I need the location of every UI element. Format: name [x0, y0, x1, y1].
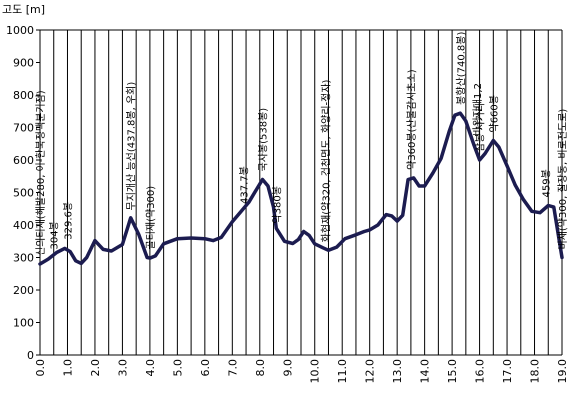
peak-label: 459봉: [541, 169, 553, 197]
y-tick-label: 700: [13, 122, 34, 135]
x-tick-label: 2.0: [89, 359, 102, 377]
x-axis-tick-labels: 0.0 1.0 2.0 3.0 4.0 5.0 6.0 7.0 8.0 9.0 10.0 11.0 12…: [34, 359, 569, 384]
x-tick-label: 5.0: [171, 359, 184, 377]
x-tick-label: 17.0: [501, 359, 514, 384]
peak-label: 329.6봉: [62, 202, 74, 240]
x-tick-label: 18.0: [529, 359, 542, 384]
y-tick-label: 600: [13, 154, 34, 167]
peak-label: 약380봉: [271, 186, 283, 224]
elevation-series: [38, 111, 564, 266]
peak-label: 304봉: [49, 221, 61, 249]
y-tick-label: 900: [13, 57, 34, 70]
y-tick-label: 1000: [6, 24, 34, 37]
elevation-line: [38, 111, 564, 266]
peak-label: 비채(약300, 잘장동, 비로전도로): [557, 109, 569, 250]
y-axis-tick-labels: 0 100 200 300 400 500 600 700 800 900 1000: [6, 24, 40, 362]
x-tick-label: 7.0: [226, 359, 239, 377]
x-tick-label: 12.0: [364, 359, 377, 384]
y-tick-label: 400: [13, 219, 34, 232]
y-tick-label: 0: [27, 349, 34, 362]
peak-label: 화현재(약320, 건천면도, 화양리-정자): [321, 79, 333, 242]
peak-label: 신의티재(해발280, 이-한북정맥분기점): [34, 90, 47, 256]
x-tick-label: 14.0: [419, 359, 432, 384]
y-tick-label: 500: [13, 187, 34, 200]
y-tick-label: 300: [13, 252, 34, 265]
peak-annotations: 신의티재(해발280, 이-한북정맥분기점) 304봉 329.6봉 무지개산 능선(…: [34, 32, 569, 256]
x-tick-label: 19.0: [556, 359, 569, 384]
y-tick-label: 800: [13, 89, 34, 102]
x-tick-label: 8.0: [254, 359, 267, 377]
peak-label: 삼봉 사거리: [475, 103, 487, 152]
peak-label: 국사봉(538봉): [258, 108, 270, 172]
peak-label: 봉향산(740.8봉): [455, 32, 467, 105]
x-tick-label: 0.0: [34, 359, 47, 377]
x-tick-label: 1.0: [61, 359, 74, 377]
x-tick-label: 10.0: [309, 359, 322, 384]
x-tick-label: 11.0: [336, 359, 349, 384]
y-tick-label: 100: [13, 317, 34, 330]
peak-label: 약660봉: [488, 95, 500, 133]
x-tick-label: 9.0: [281, 359, 294, 377]
x-tick-label: 13.0: [391, 359, 404, 384]
vertical-gridlines: [39, 30, 563, 355]
peak-label: 437.7봉: [238, 166, 250, 204]
peak-label: 약360봉(산불감시초소): [406, 69, 418, 170]
peak-label: 골티재(약300): [145, 186, 157, 250]
peak-label: 바위지대1,2: [471, 83, 484, 136]
y-tick-label: 200: [13, 284, 34, 297]
x-tick-label: 4.0: [144, 359, 157, 377]
x-tick-label: 15.0: [446, 359, 459, 384]
x-tick-label: 6.0: [199, 359, 212, 377]
y-axis-label: 고도 [m]: [2, 3, 45, 16]
peak-label: 무지개산 능선(437.8봉, 우회): [126, 82, 138, 211]
x-tick-label: 16.0: [474, 359, 487, 384]
x-tick-label: 3.0: [116, 359, 129, 377]
